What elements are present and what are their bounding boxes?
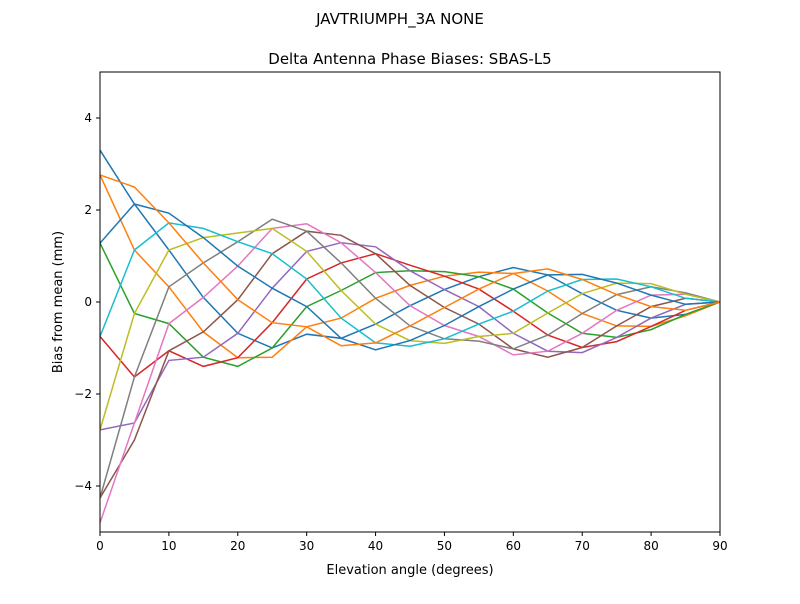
x-tick-label: 60 [506,539,521,553]
x-tick-label: 90 [712,539,727,553]
x-axis-ticks: 0 10 20 30 40 50 60 70 80 90 [96,532,728,553]
plot-frame [99,71,721,533]
x-tick-label: 50 [437,539,452,553]
y-tick-label: −4 [74,479,92,493]
x-axis-label: Elevation angle (degrees) [326,563,493,578]
x-tick-label: 70 [575,539,590,553]
y-axis-ticks: −4 −2 0 2 4 [74,111,100,493]
x-tick-label: 80 [643,539,658,553]
y-tick-label: 4 [84,111,92,125]
series-line-6 [100,223,720,524]
chart-title: Delta Antenna Phase Biases: SBAS-L5 [268,50,551,68]
series-line-3 [100,252,720,379]
series-lines [100,149,720,524]
x-tick-label: 40 [368,539,383,553]
series-line-1 [100,174,720,359]
series-line-8 [100,227,720,431]
x-tick-label: 0 [96,539,104,553]
y-axis-label: Bias from mean (mm) [51,231,66,373]
series-line-5 [100,230,720,499]
y-tick-label: 2 [84,203,92,217]
x-tick-label: 10 [161,539,176,553]
y-tick-label: −2 [74,387,92,401]
x-tick-label: 30 [299,539,314,553]
figure-suptitle: JAVTRIUMPH_3A NONE [315,10,484,29]
series-line-11 [100,174,720,347]
x-tick-label: 20 [230,539,245,553]
series-line-10 [100,203,720,351]
series-line-4 [100,241,720,431]
y-tick-label: 0 [84,295,92,309]
series-line-9 [100,222,720,347]
